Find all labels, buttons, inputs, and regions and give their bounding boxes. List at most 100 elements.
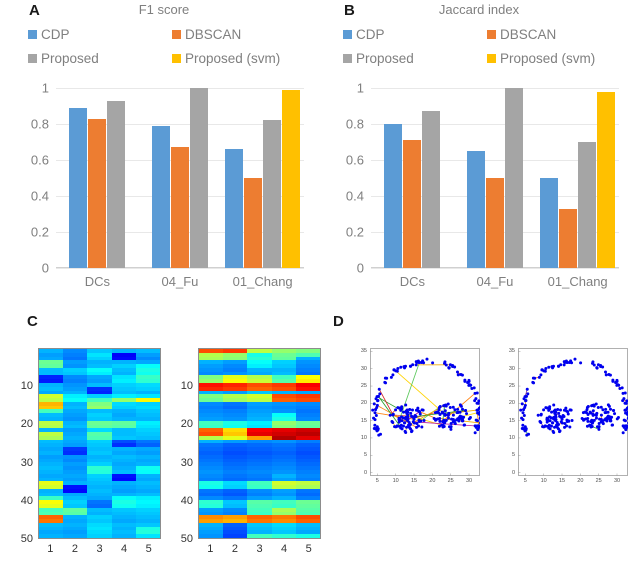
bar-cdp <box>384 124 403 268</box>
scatter-point <box>539 373 543 377</box>
heatmap-cell <box>223 375 248 380</box>
scatter-point <box>624 424 628 428</box>
scatter-point <box>451 405 455 409</box>
heatmap-cell <box>247 522 272 527</box>
heatmap-cell <box>39 417 64 421</box>
scatter-point <box>526 392 530 396</box>
heatmap-cell <box>295 352 320 357</box>
heatmap-cell <box>135 481 160 486</box>
heatmap-cell <box>63 424 88 429</box>
scatter-y-tick-label: 30 <box>360 365 367 372</box>
bar-dbscan <box>559 208 578 268</box>
heatmap-x-tick-label: 4 <box>281 543 288 555</box>
heatmap-cell <box>87 454 112 459</box>
heatmap-cell <box>63 432 88 436</box>
heatmap-cell <box>63 394 88 399</box>
heatmap-cell <box>39 390 64 395</box>
heatmap-cell <box>135 420 160 425</box>
heatmap-cell <box>135 503 160 508</box>
scatter-point <box>568 425 572 429</box>
scatter-point <box>595 425 599 429</box>
scatter-point <box>626 406 628 410</box>
heatmap-cell <box>39 488 64 493</box>
scatter-canvas <box>518 351 628 476</box>
heatmap-cell <box>39 424 64 429</box>
heatmap-cell <box>295 451 320 455</box>
heatmap-cell <box>63 356 88 361</box>
heatmap-cell <box>111 413 136 418</box>
heatmap-cell <box>135 492 160 497</box>
heatmap-cell <box>295 409 320 414</box>
scatter-point <box>608 415 612 419</box>
panel-d-scatter-right: 0 5 10 15 20 25 30 35 5 10 15 20 25 30 <box>509 348 628 484</box>
heatmap-cell <box>295 458 320 463</box>
heatmap-cell <box>295 511 320 516</box>
heatmap-cell <box>135 519 160 523</box>
heatmap-cell <box>271 507 296 512</box>
scatter-x-tick-label: 5 <box>375 478 379 484</box>
heatmap-cell <box>63 383 88 387</box>
heatmap-cell <box>199 409 224 414</box>
heatmap-y-tick-label: 40 <box>20 494 33 507</box>
scatter-point <box>597 427 601 431</box>
heatmap-cell <box>87 511 112 516</box>
heatmap-cell <box>63 530 88 535</box>
heatmap-cell <box>295 383 320 387</box>
heatmap-cell <box>63 352 88 357</box>
heatmap-cell <box>271 503 296 508</box>
heatmap-cell <box>111 469 136 474</box>
scatter-point <box>560 421 564 425</box>
heatmap-cell <box>199 454 224 459</box>
heatmap-column <box>87 349 112 538</box>
heatmap-y-tick-label: 50 <box>180 533 193 545</box>
heatmap-cell <box>271 390 296 395</box>
scatter-point <box>553 408 557 412</box>
scatter-point <box>566 410 570 414</box>
heatmap-cell <box>87 432 112 436</box>
heatmap-cell <box>223 398 248 402</box>
scatter-point <box>448 405 452 409</box>
heatmap-cell <box>199 443 224 448</box>
heatmap-cell <box>87 462 112 467</box>
heatmap-cell <box>135 488 160 493</box>
heatmap-cell <box>295 394 320 399</box>
heatmap-cell <box>63 398 88 402</box>
scatter-point <box>466 381 470 385</box>
scatter-point <box>421 408 425 412</box>
heatmap-cell <box>63 477 88 482</box>
heatmap-cell <box>295 390 320 395</box>
heatmap-cell <box>111 488 136 493</box>
scatter-point <box>567 361 571 365</box>
scatter-point <box>461 419 465 423</box>
panel-a-bar-chart: F1 score CDP DBSCAN Proposed Proposed (svm)… <box>14 0 314 300</box>
scatter-point <box>610 423 614 427</box>
heatmap-cell <box>295 356 320 361</box>
y-axis-tick-label: 0.8 <box>345 116 364 132</box>
scatter-point <box>391 373 395 377</box>
heatmap-cell <box>295 496 320 501</box>
scatter-point <box>537 375 541 379</box>
heatmap-cell <box>39 466 64 470</box>
scatter-point <box>464 408 468 412</box>
heatmap-cell <box>135 496 160 501</box>
heatmap-x-tick-label: 3 <box>256 543 263 555</box>
scatter-point <box>419 419 423 423</box>
panel-label-a: A <box>29 2 41 19</box>
scatter-point <box>399 408 403 412</box>
scatter-point <box>455 418 459 422</box>
scatter-point <box>607 373 611 377</box>
heatmap-cell <box>295 417 320 421</box>
scatter-point <box>554 415 558 419</box>
heatmap-cell <box>271 435 296 440</box>
heatmap-cell <box>39 413 64 418</box>
heatmap-cell <box>247 477 272 482</box>
heatmap-cell <box>111 458 136 463</box>
heatmap-cell <box>247 360 272 365</box>
heatmap-cell <box>111 386 136 391</box>
gridline <box>56 88 304 89</box>
heatmap-cell <box>295 371 320 376</box>
heatmap-cell <box>39 401 64 406</box>
heatmap-cell <box>271 367 296 372</box>
scatter-point <box>459 373 463 377</box>
heatmap-cell <box>111 356 136 361</box>
